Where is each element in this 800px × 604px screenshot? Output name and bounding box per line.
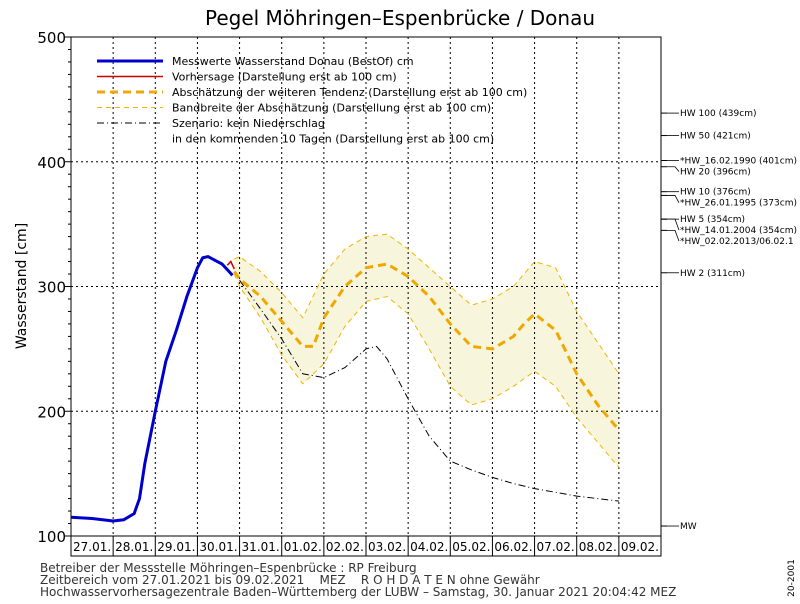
legend-label: Bandbreite der Abschätzung (Darstellung … [172, 102, 491, 115]
y-tick-label: 400 [37, 154, 66, 172]
measured-water-level-line [70, 255, 234, 523]
band-upper-line [234, 233, 620, 375]
x-tick-label: 28.01. [115, 540, 153, 554]
x-tick-label: 06.02. [494, 540, 532, 554]
legend-label: Szenario: kein Niederschlag [172, 117, 325, 130]
threshold-label: MW [680, 522, 697, 532]
side-code: 20-2001 [787, 559, 797, 597]
legend-label: Messwerte Wasserstand Donau (BestOf) cm [172, 55, 414, 68]
threshold-label: *HW_02.02.2013/06.02.1 [680, 237, 794, 247]
chart-title: Pegel Möhringen–Espenbrücke / Donau [205, 6, 595, 30]
footer-publisher: Hochwasservorhersagezentrale Baden–Württ… [40, 585, 677, 599]
x-tick-label: 03.02. [368, 540, 406, 554]
tendency-estimate-line [233, 262, 621, 431]
x-tick-label: 05.02. [452, 540, 490, 554]
threshold-label: HW 2 (311cm) [680, 269, 745, 279]
x-tick-label: 27.01. [73, 540, 111, 554]
footer-operator: Betreiber der Messstelle Möhringen–Espen… [40, 561, 417, 575]
y-tick-label: 200 [37, 403, 66, 421]
threshold-leader [667, 218, 680, 231]
threshold-label: HW 20 (396cm) [680, 168, 751, 178]
threshold-label: HW 100 (439cm) [680, 109, 756, 119]
x-tick-label: 07.02. [537, 540, 575, 554]
y-axis-label: Wasserstand [cm] [14, 223, 30, 349]
x-tick-label: 08.02. [579, 540, 617, 554]
footer-time-range: Zeitbereich vom 27.01.2021 bis 09.02.202… [40, 573, 540, 587]
x-tick-label: 04.02. [410, 540, 448, 554]
threshold-label: HW 50 (421cm) [680, 132, 751, 142]
y-tick-label: 500 [37, 29, 66, 47]
threshold-label: *HW_14.01.2004 (354cm) [680, 226, 797, 236]
x-tick-label: 29.01. [157, 540, 195, 554]
forecast-line [226, 260, 235, 270]
threshold-label: HW 10 (376cm) [680, 188, 751, 198]
x-tick-label: 01.02. [284, 540, 322, 554]
threshold-leader [667, 166, 680, 172]
threshold-label: HW 5 (354cm) [680, 215, 745, 225]
x-tick-label: 30.01. [199, 540, 237, 554]
legend-label: Abschätzung der weiteren Tendenz (Darste… [172, 86, 527, 99]
y-tick-label: 100 [37, 528, 66, 546]
threshold-label: *HW_26.01.1995 (373cm) [680, 199, 797, 209]
y-tick-label: 300 [37, 279, 66, 297]
band-lower-line [233, 273, 620, 468]
legend-label: in den kommenden 10 Tagen (Darstellung e… [172, 133, 494, 146]
x-tick-label: 09.02. [621, 540, 659, 554]
x-tick-label: 02.02. [326, 540, 364, 554]
threshold-label: *HW_16.02.1990 (401cm) [680, 157, 797, 167]
threshold-leader [667, 195, 680, 203]
threshold-leader [667, 229, 680, 242]
x-tick-label: 31.01. [242, 540, 280, 554]
legend-label: Vorhersage (Darstellung erst ab 100 cm) [172, 71, 397, 84]
uncertainty-band-area [234, 234, 619, 468]
no-precipitation-scenario-line [239, 280, 619, 502]
